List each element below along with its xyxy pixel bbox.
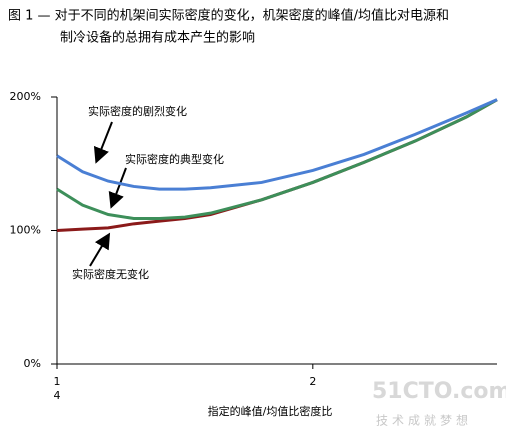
series-line (56, 98, 498, 191)
x-tick-label: 2 (309, 375, 316, 388)
series-line (56, 98, 498, 232)
x-tick-sublabel: 4 (54, 389, 61, 402)
annotation: 实际密度无变化 (72, 267, 149, 281)
y-tick-label: 200% (10, 90, 41, 103)
chart-title: 制冷设备的总拥有成本产生的影响 (60, 30, 255, 46)
series-line (56, 98, 498, 220)
x-tick-label: 1 (54, 375, 61, 388)
chart-title: 图 1 — 对于不同的机架间实际密度的变化，机架密度的峰值/均值比对电源和 (8, 8, 449, 24)
y-tick-label: 0% (24, 357, 41, 370)
arrow (108, 167, 127, 209)
arrow (93, 121, 113, 164)
annotation: 实际密度的剧烈变化 (88, 104, 187, 118)
y-tick-label: 100% (10, 224, 41, 237)
arrow (89, 232, 111, 267)
x-axis-label: 指定的峰值/均值比密度比 (208, 404, 333, 418)
watermark: 技术成就梦想 (376, 413, 472, 428)
annotations (89, 121, 127, 267)
annotation: 实际密度的典型变化 (125, 152, 224, 166)
watermark: 51CTO.com (372, 379, 506, 404)
